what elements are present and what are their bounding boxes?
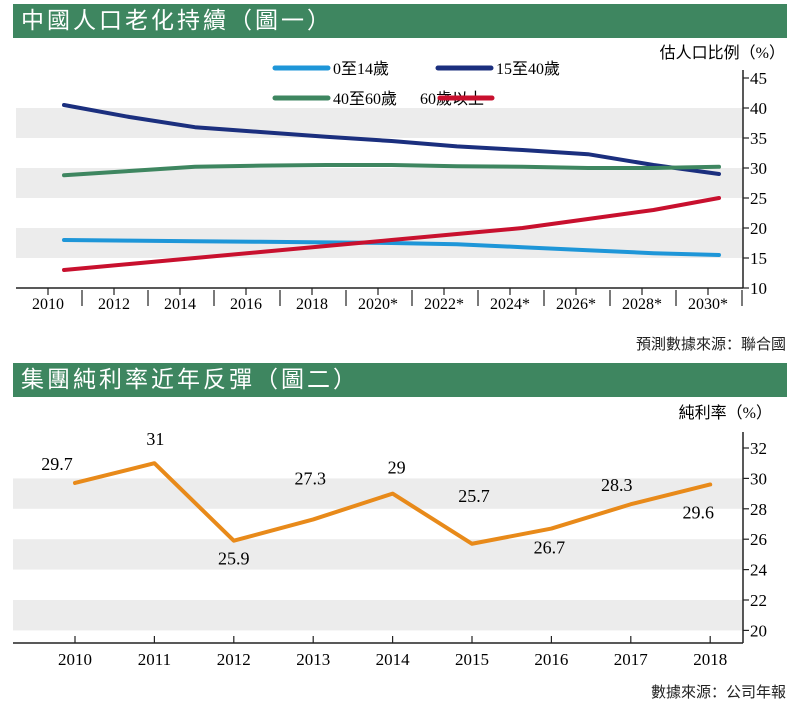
data-label: 25.7 [458,486,490,506]
x-tick-label: 2016 [534,650,568,669]
y-tick-label: 30 [750,159,767,178]
background-band [16,168,743,198]
x-tick-label: 2020* [358,296,398,313]
data-label: 29 [388,458,406,478]
y-tick-label: 25 [750,189,767,208]
x-tick-label: 2014 [376,650,411,669]
y-tick-label: 26 [750,530,767,549]
y-tick-label: 30 [750,469,767,488]
legend-label: 40至60歲 [333,90,397,108]
series-line-3 [62,196,721,272]
chart2-title: 集團純利率近年反彈（圖二） [13,363,787,397]
x-tick-label: 2012 [217,650,251,669]
x-tick-label: 2011 [138,650,171,669]
legend-label: 15至40歲 [496,60,560,78]
series-line-2 [62,163,721,178]
chart1-title: 中國人口老化持續（圖一） [13,4,787,38]
chart1-source: 預測數據來源：聯合國 [635,335,786,353]
x-tick-label: 2022* [424,296,464,313]
data-label: 29.7 [41,454,73,474]
legend-label: 0至14歲 [333,60,389,78]
x-tick-label: 2010 [32,296,64,313]
data-label: 29.6 [682,502,714,522]
y-tick-label: 20 [750,621,767,640]
y-tick-label: 24 [750,561,768,580]
x-tick-label: 2024* [490,296,530,313]
y-tick-label: 22 [750,591,767,610]
y-tick-label: 45 [750,69,767,88]
y-tick-label: 10 [750,279,767,298]
data-label: 28.3 [601,475,633,495]
series-line-1 [62,103,721,176]
data-label: 26.7 [534,538,566,558]
x-tick-label: 2012 [98,296,130,313]
background-band [13,539,743,570]
y-tick-label: 20 [750,219,767,238]
y-axis-title: 估人口比例（%） [660,44,785,62]
data-label: 31 [146,429,164,449]
x-tick-label: 2010 [58,650,92,669]
background-band [16,108,743,138]
y-tick-label: 32 [750,439,767,458]
x-tick-label: 2026* [556,296,596,313]
x-tick-label: 2017 [614,650,649,669]
x-tick-label: 2030* [688,296,728,313]
x-tick-label: 2016 [230,296,262,313]
background-band [13,600,743,631]
y-tick-label: 35 [750,129,767,148]
y-tick-label: 28 [750,500,767,519]
y-tick-label: 15 [750,249,767,268]
chart2-source: 數據來源：公司年報 [650,683,786,701]
x-tick-label: 2018 [693,650,727,669]
x-tick-label: 2014 [164,296,196,313]
series-line-0 [62,238,721,257]
x-tick-label: 2028* [622,296,662,313]
series-line-margin [73,461,713,546]
x-tick-label: 2018 [296,296,328,313]
x-tick-label: 2013 [296,650,330,669]
x-tick-label: 2015 [455,650,489,669]
y-tick-label: 40 [750,99,767,118]
y-axis-title: 純利率（%） [679,404,772,422]
data-label: 25.9 [218,549,250,569]
data-label: 27.3 [294,468,326,488]
background-band [13,478,743,509]
